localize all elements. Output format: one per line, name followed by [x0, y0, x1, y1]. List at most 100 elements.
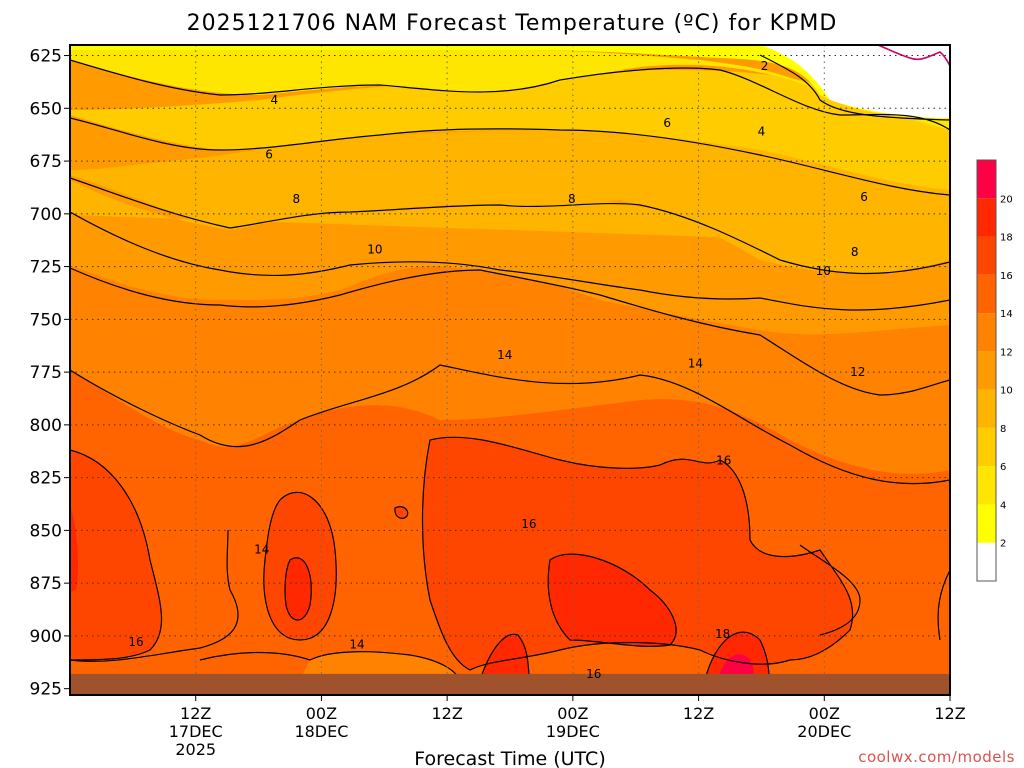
contour-label: 14 — [349, 637, 364, 651]
contour-label: 16 — [521, 517, 536, 531]
x-tick-label: 12Z — [934, 704, 965, 723]
colorbar-frame — [976, 159, 997, 582]
contour-14-bottom — [199, 651, 461, 681]
colorbar: 2 4 6 8 10 12 14 16 18 20 — [976, 159, 1013, 582]
contour-label: 16 — [716, 454, 731, 468]
colorbar-swatch — [977, 351, 996, 390]
y-tick-label: 875 — [30, 574, 62, 594]
y-tick-label: 900 — [30, 627, 62, 647]
contour-6 — [70, 117, 950, 196]
y-tick-label: 850 — [30, 521, 62, 541]
contour-14-pocket — [799, 544, 861, 636]
contour-label: 4 — [270, 93, 278, 107]
colorbar-tick-label: 2 — [1000, 539, 1006, 550]
x-tick-label: 12Z — [180, 704, 211, 723]
colorbar-swatch — [977, 389, 996, 428]
contour-labels: 2 4 4 6 6 6 8 8 8 10 10 12 14 14 14 14 16 16 16 16 18 — [128, 59, 868, 681]
y-axis: 625 650 675 700 725 750 775 800 825 850 875 900 925 — [30, 47, 70, 700]
contour-label: 12 — [850, 365, 865, 379]
y-tick-label: 625 — [30, 47, 62, 67]
contour-label: 16 — [128, 635, 143, 649]
colorbar-tick-label: 16 — [1000, 271, 1013, 282]
x-tick-label: 20DEC — [797, 722, 851, 741]
colorbar-swatch — [977, 542, 996, 581]
y-tick-label: 725 — [30, 258, 62, 278]
freezing-line — [877, 45, 950, 67]
colorbar-tick-label: 6 — [1000, 462, 1006, 473]
colorbar-swatch — [977, 274, 996, 314]
x-tick-label: 12Z — [683, 704, 714, 723]
band-12-14-bottom — [300, 651, 460, 680]
colorbar-tick-label: 10 — [1000, 386, 1013, 397]
y-tick-label: 700 — [30, 205, 62, 225]
x-axis-label: Forecast Time (UTC) — [414, 748, 605, 768]
contour-8 — [70, 177, 950, 275]
contour-label: 10 — [816, 264, 831, 278]
band-12-14 — [70, 265, 950, 474]
colorbar-tick-label: 12 — [1000, 347, 1013, 358]
contour-18-mid — [284, 557, 312, 621]
contour-14 — [70, 364, 950, 485]
contour-label: 14 — [688, 357, 703, 371]
plot-area: 2 4 4 6 6 6 8 8 8 10 10 12 14 14 14 14 16 16 16 16 18 — [70, 45, 950, 695]
contour-lines — [70, 54, 950, 691]
contour-14-left — [70, 529, 239, 662]
y-tick-label: 800 — [30, 416, 62, 436]
contour-18-center — [547, 553, 677, 647]
contour-14-right — [937, 569, 950, 641]
y-tick-label: 775 — [30, 363, 62, 383]
contour-12 — [70, 267, 950, 396]
contour-16-left — [70, 449, 163, 661]
contour-2 — [759, 54, 950, 121]
colorbar-swatch — [977, 313, 996, 352]
colorbar-swatch — [977, 427, 996, 467]
contour-10 — [70, 211, 950, 311]
x-tick-label: 12Z — [431, 704, 462, 723]
contour-label: 6 — [860, 190, 868, 204]
band-16-18-left — [70, 450, 162, 660]
band-10-12 — [70, 215, 950, 335]
terrain — [70, 673, 950, 695]
x-tick-label: 2025 — [175, 740, 216, 759]
band-0-2 — [760, 45, 950, 118]
contour-16-mid — [263, 491, 337, 641]
x-tick-label: 00Z — [557, 704, 588, 723]
band-8-10-fill — [70, 130, 950, 274]
contour-label: 18 — [715, 627, 730, 641]
contour-label: 4 — [758, 125, 766, 139]
contour-label: 16 — [586, 667, 601, 681]
contour-18-bottom-a — [479, 633, 531, 691]
contour-label: 6 — [663, 116, 671, 130]
grid-vertical — [195, 45, 950, 695]
credit-text: coolwx.com/models — [858, 748, 1015, 766]
chart-title: 2025121706 NAM Forecast Temperature (ºC)… — [187, 11, 838, 36]
plot-frame — [69, 44, 951, 696]
colorbar-swatch — [977, 504, 996, 543]
x-tick-label: 19DEC — [546, 722, 600, 741]
band-16-18-blob — [394, 506, 408, 519]
band-18-20-center — [548, 554, 677, 647]
contour-label: 2 — [761, 59, 769, 73]
contour-label: 14 — [497, 348, 512, 362]
y-tick-label: 925 — [30, 680, 62, 700]
band-18-20-mid — [285, 557, 312, 620]
x-tick-label: 17DEC — [169, 722, 223, 741]
y-tick-label: 675 — [30, 152, 62, 172]
x-tick-label: 00Z — [306, 704, 337, 723]
contour-16-center — [421, 436, 854, 671]
y-tick-label: 650 — [30, 99, 62, 119]
colorbar-tick-label: 8 — [1000, 424, 1006, 435]
band-16-18-center — [422, 437, 853, 670]
x-tick-label: 18DEC — [294, 722, 348, 741]
band-6-8 — [70, 70, 950, 190]
band-18-20-left — [70, 505, 78, 592]
colorbar-swatch — [977, 236, 996, 275]
y-tick-label: 825 — [30, 469, 62, 489]
contour-label: 8 — [851, 245, 859, 259]
colorbar-tick-label: 20 — [1000, 194, 1013, 205]
y-tick-label: 750 — [30, 310, 62, 330]
colorbar-tick-label: 18 — [1000, 233, 1013, 244]
grid-horizontal — [70, 55, 950, 690]
